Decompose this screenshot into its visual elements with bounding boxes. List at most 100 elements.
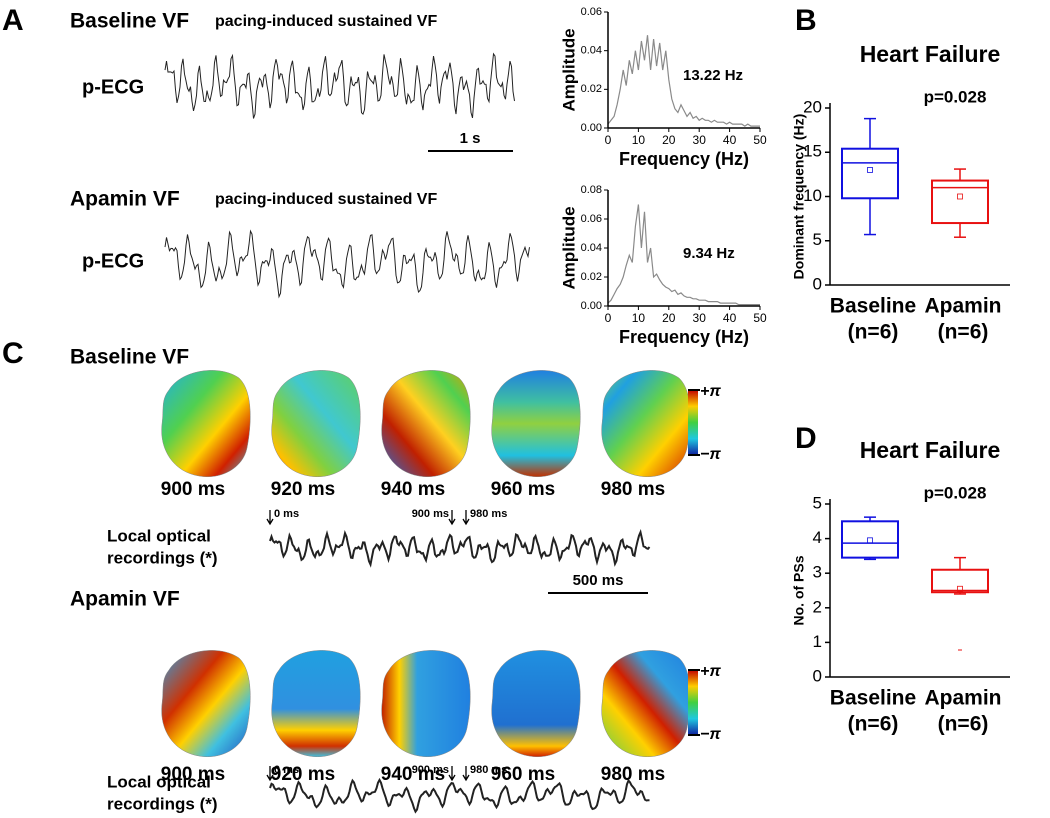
- mean-marker: [867, 167, 873, 173]
- spectrum-line: [607, 35, 760, 127]
- scale-bar-label: 1 s: [460, 130, 481, 147]
- x-tick-label: 40: [723, 133, 737, 147]
- recording-label: recordings (*): [107, 548, 218, 567]
- y-tick-label: 0.08: [581, 184, 602, 196]
- signal-trace: [164, 229, 530, 299]
- colorbar-label: +π: [700, 663, 721, 680]
- y-axis-label: Amplitude: [559, 28, 578, 111]
- x-tick-label: 50: [753, 133, 767, 147]
- spectrum-line: [607, 204, 760, 306]
- panel-letter: C: [2, 337, 24, 370]
- marker-label: 900 ms: [412, 764, 449, 776]
- row-title: Baseline VF: [70, 10, 189, 33]
- time-label: 980 ms: [601, 479, 665, 500]
- x-tick-sublabel: (n=6): [938, 321, 989, 344]
- colorbar-label: +π: [700, 383, 721, 400]
- y-tick-label: 0: [813, 666, 822, 685]
- time-label: 960 ms: [491, 479, 555, 500]
- x-tick-label: 20: [662, 133, 676, 147]
- chart-title: Heart Failure: [860, 41, 1001, 67]
- phase-map: [491, 370, 581, 478]
- x-tick-label: Baseline: [830, 295, 916, 318]
- time-label: 980 ms: [601, 764, 665, 785]
- time-label: 920 ms: [271, 764, 335, 785]
- x-tick-sublabel: (n=6): [848, 713, 899, 736]
- x-tick-label: Baseline: [830, 687, 916, 710]
- y-axis-label: Dominant frequency (Hz): [791, 114, 807, 280]
- row-title: Baseline VF: [70, 346, 189, 369]
- marker-label: 900 ms: [412, 508, 449, 520]
- time-label: 900 ms: [161, 479, 225, 500]
- phase-map: [271, 650, 361, 758]
- y-tick-label: 0.04: [581, 242, 602, 254]
- colorbar-label: −π: [700, 446, 721, 463]
- y-axis-label: No. of PSs: [791, 555, 807, 625]
- colorbar: [688, 670, 698, 735]
- marker-arrow: [448, 510, 456, 526]
- phase-map: [161, 370, 251, 478]
- marker-arrow: [266, 510, 274, 526]
- y-tick-label: 0.02: [581, 271, 602, 283]
- p-value: p=0.028: [924, 483, 987, 502]
- y-tick-label: 0.00: [581, 122, 602, 134]
- marker-arrow: [462, 510, 470, 526]
- row-subtitle: pacing-induced sustained VF: [215, 191, 437, 208]
- y-tick-label: 15: [803, 142, 822, 161]
- x-tick-label: Apamin: [924, 295, 1001, 318]
- x-tick-label: 30: [693, 133, 707, 147]
- x-tick-sublabel: (n=6): [848, 321, 899, 344]
- y-tick-label: 2: [813, 597, 822, 616]
- lead-label: p-ECG: [82, 76, 144, 98]
- time-label: 960 ms: [491, 764, 555, 785]
- phase-map: [601, 650, 691, 758]
- y-tick-label: 4: [813, 528, 822, 547]
- signal-trace: [269, 528, 651, 568]
- x-tick-label: 0: [605, 311, 612, 325]
- marker-label: 980 ms: [470, 508, 507, 520]
- box: [931, 568, 989, 594]
- x-tick-label: 30: [693, 311, 707, 325]
- x-axis-label: Frequency (Hz): [619, 149, 749, 169]
- marker-label: 0 ms: [274, 764, 299, 776]
- signal-trace: [269, 777, 650, 814]
- time-label: 940 ms: [381, 479, 445, 500]
- row-title: Apamin VF: [70, 588, 180, 611]
- x-tick-sublabel: (n=6): [938, 713, 989, 736]
- row-subtitle: pacing-induced sustained VF: [215, 13, 437, 30]
- peak-annotation: 13.22 Hz: [683, 67, 743, 84]
- colorbar-label: −π: [700, 726, 721, 743]
- y-axis-label: Amplitude: [559, 206, 578, 289]
- y-tick-label: 0.04: [581, 45, 602, 57]
- phase-map: [491, 650, 581, 758]
- x-tick-label: Apamin: [924, 687, 1001, 710]
- phase-map: [271, 370, 361, 478]
- time-label: 940 ms: [381, 764, 445, 785]
- phase-map: [161, 650, 251, 758]
- chart-title: Heart Failure: [860, 437, 1001, 463]
- x-tick-label: 40: [723, 311, 737, 325]
- y-tick-label: 20: [803, 97, 822, 116]
- phase-map: [381, 370, 471, 478]
- x-tick-label: 10: [632, 133, 646, 147]
- panel-letter: B: [795, 4, 817, 37]
- lead-label: p-ECG: [82, 250, 144, 272]
- y-tick-label: 5: [813, 230, 822, 249]
- recording-label: Local optical: [107, 772, 211, 791]
- y-tick-label: 0.00: [581, 300, 602, 312]
- row-title: Apamin VF: [70, 188, 180, 211]
- phase-map: [601, 370, 691, 478]
- y-tick-label: 10: [803, 186, 822, 205]
- recording-label: recordings (*): [107, 794, 218, 813]
- y-tick-label: 0.02: [581, 83, 602, 95]
- mean-marker: [957, 585, 963, 592]
- peak-annotation: 9.34 Hz: [683, 245, 735, 262]
- marker-label: 0 ms: [274, 508, 299, 520]
- panel-letter: D: [795, 422, 817, 455]
- scale-bar-label: 500 ms: [573, 572, 624, 589]
- x-axis-label: Frequency (Hz): [619, 327, 749, 347]
- colorbar: [688, 390, 698, 455]
- box: [841, 147, 899, 200]
- y-tick-label: 3: [813, 563, 822, 582]
- x-tick-label: 0: [605, 133, 612, 147]
